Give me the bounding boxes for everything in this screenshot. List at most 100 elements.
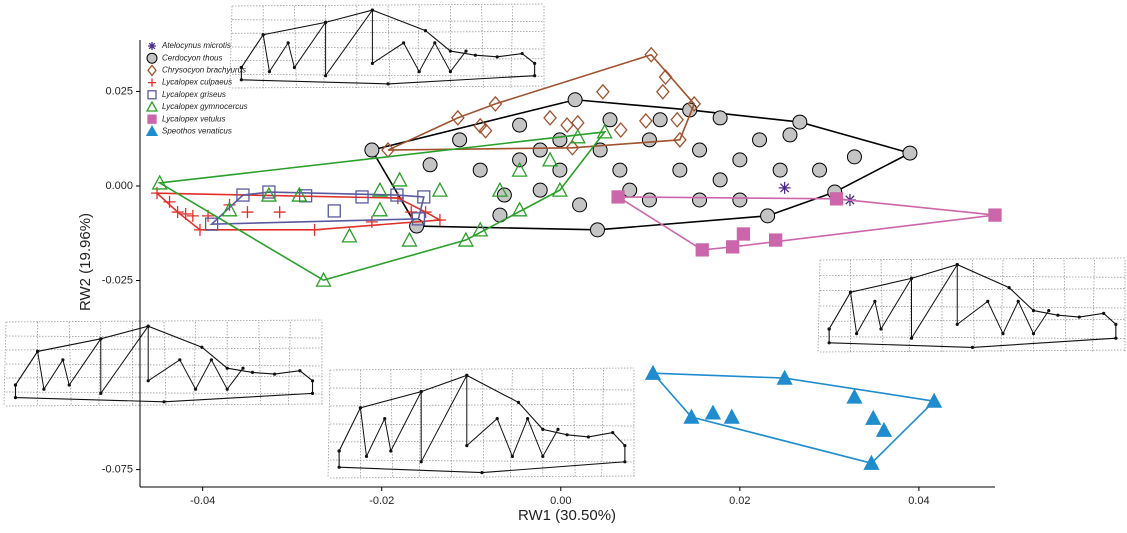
landmark — [970, 345, 975, 349]
point — [792, 114, 808, 130]
landmark — [383, 417, 387, 421]
grid-curve — [98, 321, 102, 407]
landmark — [448, 70, 452, 74]
point — [782, 127, 798, 143]
landmark — [955, 322, 959, 326]
landmark — [1114, 322, 1118, 326]
landmark — [533, 61, 537, 65]
point — [736, 227, 751, 241]
grid-curve — [329, 403, 635, 407]
point — [193, 223, 206, 236]
point — [622, 182, 638, 198]
point — [673, 131, 687, 148]
landmark-outline — [14, 325, 314, 403]
point — [692, 142, 708, 158]
point — [532, 182, 548, 198]
y-tick-label: 0.000 — [105, 180, 133, 192]
landmark — [324, 74, 328, 78]
grid-curve — [5, 375, 323, 379]
landmark — [13, 396, 18, 400]
grid-curve — [329, 459, 635, 463]
landmark — [250, 370, 255, 374]
grid-curve — [68, 321, 72, 407]
landmark — [200, 345, 204, 349]
grid-curve — [231, 58, 545, 62]
point — [327, 204, 341, 218]
landmark — [364, 454, 369, 458]
point — [926, 392, 943, 408]
landmark — [417, 70, 421, 74]
landmark — [194, 387, 198, 391]
landmark-outline — [338, 374, 626, 474]
hull — [615, 196, 996, 251]
grid-curve — [572, 369, 576, 479]
grid-curve — [3, 321, 7, 407]
point — [569, 128, 586, 144]
point — [491, 181, 508, 197]
grid-curve — [327, 369, 331, 479]
landmark — [510, 454, 514, 458]
landmark — [423, 29, 428, 33]
landmark — [848, 290, 853, 294]
legend-label: Speothos venaticus — [162, 127, 232, 136]
y-tick-label: -0.025 — [102, 274, 133, 286]
landmark — [1031, 309, 1036, 313]
legend-marker — [145, 125, 159, 137]
landmark — [1007, 286, 1011, 290]
deformation-grids — [3, 3, 1126, 479]
point — [511, 201, 528, 217]
landmark — [419, 390, 423, 394]
legend-marker — [146, 52, 158, 64]
landmark — [239, 65, 243, 70]
landmark — [267, 70, 272, 74]
point — [638, 112, 653, 129]
point — [422, 157, 438, 173]
point — [431, 181, 449, 197]
point — [433, 214, 446, 227]
point — [641, 132, 657, 148]
grid-curve — [231, 19, 545, 23]
point — [472, 221, 489, 237]
landmark — [1047, 309, 1051, 313]
point — [488, 95, 503, 112]
point — [846, 149, 862, 165]
y-axis-label: RW2 (19.96%) — [77, 213, 94, 311]
hull — [651, 372, 936, 465]
grid-curve — [294, 5, 297, 89]
point — [223, 198, 236, 211]
point — [865, 409, 882, 425]
point — [512, 117, 528, 133]
point — [723, 408, 740, 424]
landmark-outline — [828, 264, 1117, 348]
point — [241, 206, 254, 219]
landmark — [611, 431, 615, 435]
point — [613, 122, 628, 139]
point — [772, 162, 788, 178]
landmark — [473, 53, 477, 57]
landmark — [541, 454, 545, 458]
landmark — [448, 49, 452, 53]
landmark — [873, 299, 877, 303]
point — [371, 181, 389, 197]
landmark — [480, 471, 484, 475]
landmark — [526, 417, 530, 421]
grid-curve — [329, 423, 635, 427]
point — [596, 123, 613, 139]
grid-curve — [510, 369, 513, 479]
point — [551, 181, 568, 197]
point — [552, 132, 568, 148]
point — [655, 83, 670, 100]
point — [291, 186, 308, 202]
landmark — [402, 41, 406, 45]
point — [570, 114, 585, 131]
point — [452, 132, 468, 148]
landmark — [99, 337, 103, 341]
landmark — [292, 65, 296, 70]
landmark — [1114, 336, 1118, 340]
x-tick-label: 0.00 — [550, 495, 571, 507]
y-tick-label: -0.075 — [102, 464, 133, 476]
landmark — [541, 427, 545, 431]
point — [712, 172, 728, 188]
legend-label: Chrysocyon brachyurus — [162, 66, 246, 75]
landmark — [386, 82, 390, 86]
